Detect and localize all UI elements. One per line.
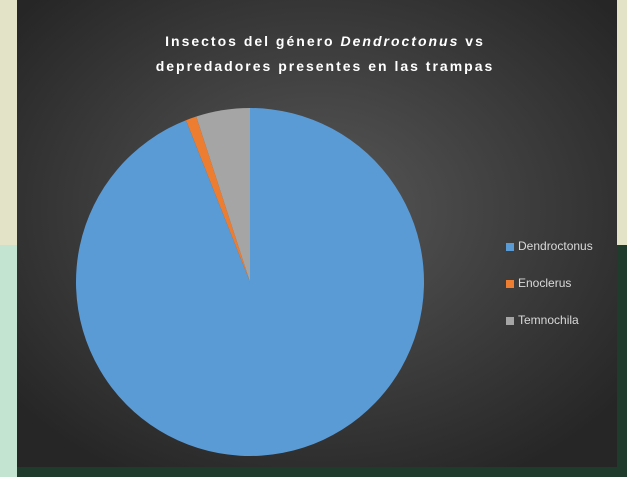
title-segment: Insectos del género: [165, 33, 340, 49]
chart-title: Insectos del género Dendroctonus vs depre…: [156, 33, 495, 74]
title-segment: depredadores presentes en las trampas: [156, 58, 495, 74]
legend-label: Dendroctonus: [518, 239, 593, 253]
pie-slice: [76, 108, 425, 456]
pie: [76, 108, 425, 456]
legend-swatch: [506, 317, 514, 325]
legend-label: Temnochila: [518, 313, 579, 327]
pie-slice: [196, 108, 250, 282]
legend-label: Enoclerus: [518, 276, 571, 290]
legend: Dendroctonus Enoclerus Temnochila: [506, 239, 593, 327]
title-segment: vs: [459, 33, 484, 49]
title-line: depredadores presentes en las trampas: [156, 58, 495, 74]
title-segment: Dendroctonus: [341, 33, 460, 49]
legend-swatch: [506, 243, 514, 251]
legend-swatch: [506, 280, 514, 288]
pie-slice: [185, 116, 250, 282]
title-line: Insectos del género Dendroctonus vs: [165, 33, 485, 49]
page-band-left: [0, 245, 17, 477]
